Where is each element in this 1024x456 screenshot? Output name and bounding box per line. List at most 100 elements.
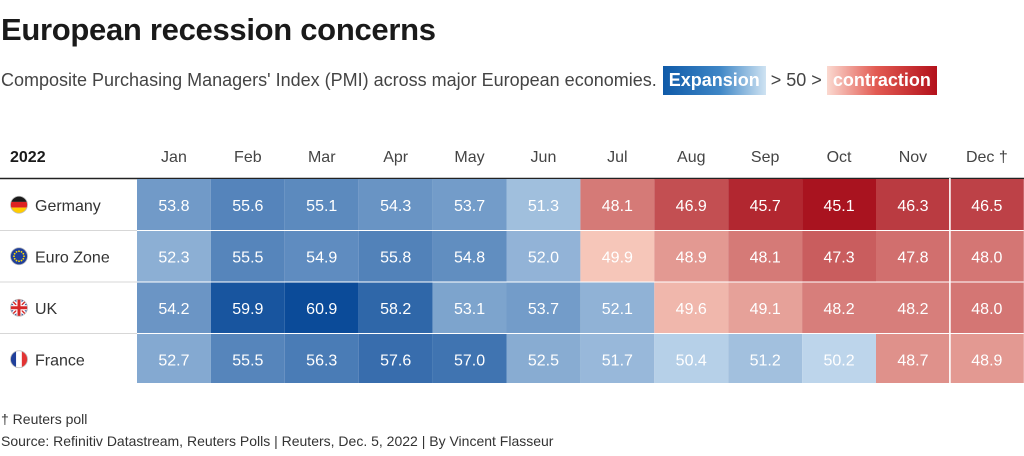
row-label: France — [35, 352, 85, 369]
footnote: † Reuters poll — [1, 411, 88, 427]
heat-cell — [728, 282, 803, 334]
cell-value: 48.2 — [897, 301, 928, 318]
column-header: Jun — [531, 149, 557, 166]
cell-value: 54.2 — [158, 301, 189, 318]
heat-cell — [432, 282, 507, 334]
cell-value: 46.9 — [676, 198, 707, 215]
cell-value: 48.0 — [971, 301, 1002, 318]
heat-cell — [728, 179, 803, 231]
cell-value: 55.5 — [232, 352, 263, 369]
heat-cell — [876, 333, 950, 383]
column-header: Jan — [161, 149, 187, 166]
cell-value: 59.9 — [232, 301, 263, 318]
heat-cell — [210, 282, 285, 334]
heat-cell — [432, 333, 507, 383]
cell-value: 45.1 — [823, 198, 854, 215]
pmi-heatmap: 2022 Jan Feb Mar Apr May Jun Jul Aug Sep Oct Nov Dec… — [0, 130, 1024, 383]
heat-cell — [284, 333, 359, 383]
column-header: Oct — [827, 149, 852, 166]
cell-value: 54.3 — [380, 198, 411, 215]
heat-cell — [432, 179, 507, 231]
column-header: Aug — [677, 149, 705, 166]
germany-flag-icon — [10, 195, 28, 214]
subtitle-text: Composite Purchasing Managers' Index (PM… — [1, 69, 657, 90]
legend-expansion: Expansion — [662, 65, 766, 95]
cell-value: 50.4 — [676, 352, 707, 369]
heat-cell — [580, 282, 655, 334]
heat-cell — [802, 230, 876, 282]
heat-cell — [728, 333, 803, 383]
row-label: Germany — [35, 198, 101, 215]
heat-cell — [210, 230, 285, 282]
heat-cell — [210, 179, 285, 231]
heat-cell — [284, 230, 359, 282]
column-header: Apr — [383, 149, 409, 166]
heat-cell — [210, 333, 285, 383]
heat-cell — [506, 179, 581, 231]
cell-value: 48.7 — [897, 352, 928, 369]
row-label: UK — [35, 301, 58, 318]
cell-value: 53.1 — [454, 301, 485, 318]
cell-value: 55.8 — [380, 249, 411, 266]
heat-cell — [358, 230, 433, 282]
cell-value: 57.0 — [454, 352, 485, 369]
heat-cell — [949, 179, 1024, 231]
cell-value: 49.9 — [602, 249, 633, 266]
heat-cell — [580, 179, 655, 231]
heat-cell — [506, 333, 581, 383]
heat-cell — [876, 282, 950, 334]
uk-flag-icon — [10, 298, 28, 317]
cell-value: 49.1 — [750, 301, 781, 318]
heat-cell — [358, 179, 433, 231]
cell-value: 50.2 — [823, 352, 854, 369]
cell-value: 55.1 — [306, 198, 337, 215]
heat-cell — [949, 230, 1024, 282]
cell-value: 57.6 — [380, 352, 411, 369]
cell-value: 46.3 — [897, 198, 928, 215]
cell-value: 53.7 — [528, 301, 559, 318]
legend-contraction: contraction — [826, 65, 937, 95]
column-header: Nov — [899, 149, 927, 166]
eu-flag-icon — [10, 247, 28, 266]
cell-value: 47.3 — [823, 249, 854, 266]
heat-cell — [137, 282, 211, 334]
heat-cell — [654, 333, 729, 383]
heat-cell — [137, 230, 211, 282]
cell-value: 52.7 — [158, 352, 189, 369]
cell-value: 53.8 — [158, 198, 189, 215]
heat-cell — [876, 230, 950, 282]
heat-cell — [432, 230, 507, 282]
year-label: 2022 — [10, 149, 46, 166]
heat-cell — [802, 333, 876, 383]
heat-cell — [284, 282, 359, 334]
heat-cell — [802, 179, 876, 231]
chart-title: European recession concerns — [1, 12, 436, 47]
heat-cell — [137, 179, 211, 231]
heat-cell — [949, 282, 1024, 334]
cell-value: 52.3 — [158, 249, 189, 266]
heat-cell — [654, 179, 729, 231]
column-header: Jul — [607, 149, 627, 166]
cell-value: 48.9 — [676, 249, 707, 266]
cell-value: 52.1 — [602, 301, 633, 318]
legend-threshold: > 50 > — [770, 69, 822, 90]
cell-value: 54.9 — [306, 249, 337, 266]
cell-value: 48.2 — [823, 301, 854, 318]
cell-value: 49.6 — [676, 301, 707, 318]
column-header: Feb — [234, 149, 262, 166]
cell-value: 56.3 — [306, 352, 337, 369]
heatmap-svg: 2022 Jan Feb Mar Apr May Jun Jul Aug Sep Oct Nov Dec… — [0, 149, 1024, 383]
cell-value: 48.1 — [750, 249, 781, 266]
cell-value: 52.0 — [528, 249, 559, 266]
column-header: May — [454, 149, 484, 166]
row-label: Euro Zone — [35, 249, 110, 266]
chart-subtitle: Composite Purchasing Managers' Index (PM… — [1, 64, 937, 96]
heat-cell — [358, 333, 433, 383]
cell-value: 54.8 — [454, 249, 485, 266]
heat-cell — [728, 230, 803, 282]
cell-value: 53.7 — [454, 198, 485, 215]
heat-cell — [580, 333, 655, 383]
cell-value: 55.6 — [232, 198, 263, 215]
cell-value: 48.9 — [971, 352, 1002, 369]
cell-value: 48.0 — [971, 249, 1002, 266]
